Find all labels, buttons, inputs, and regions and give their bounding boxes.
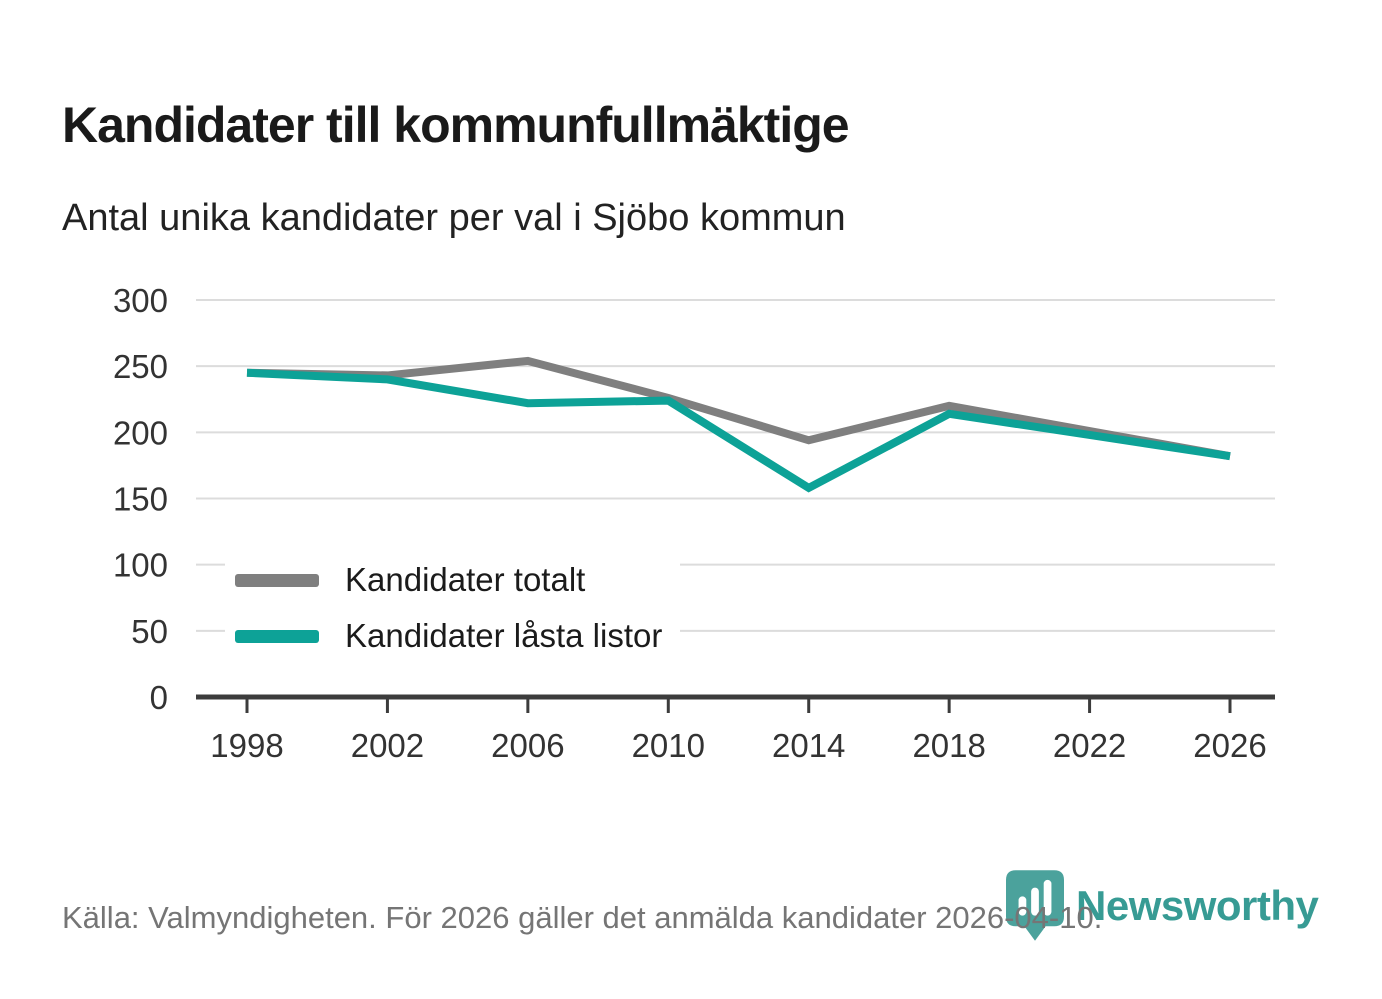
page-title: Kandidater till kommunfullmäktige xyxy=(62,96,850,153)
x-tick-label: 2018 xyxy=(912,727,985,764)
legend-label-lasta-listor: Kandidater låsta listor xyxy=(345,617,663,654)
y-tick-label: 0 xyxy=(150,679,168,716)
y-tick-label: 250 xyxy=(113,348,168,385)
x-tick-label: 2026 xyxy=(1193,727,1266,764)
bar-chart-pin-icon xyxy=(1006,870,1064,941)
x-tick-label: 2014 xyxy=(772,727,845,764)
y-tick-label: 300 xyxy=(113,282,168,319)
x-tick-label: 2022 xyxy=(1053,727,1126,764)
y-tick-label: 50 xyxy=(131,613,168,650)
series-line-totalt xyxy=(246,356,1231,461)
legend-swatch-lasta-listor xyxy=(235,629,319,643)
chart-subtitle: Antal unika kandidater per val i Sjöbo k… xyxy=(62,197,846,239)
logo-text: Newsworthy xyxy=(1076,882,1319,929)
x-tick-label: 2002 xyxy=(351,727,424,764)
series-line-lasta-listor xyxy=(246,368,1231,493)
legend-item-totalt: Kandidater totalt xyxy=(235,560,662,600)
legend-item-lasta-listor: Kandidater låsta listor xyxy=(235,616,662,656)
legend-label-totalt: Kandidater totalt xyxy=(345,561,586,598)
y-tick-label: 100 xyxy=(113,547,168,584)
chart-legend: Kandidater totalt Kandidater låsta listo… xyxy=(225,550,681,668)
legend-swatch-totalt xyxy=(235,573,319,587)
x-tick-label: 1998 xyxy=(210,727,283,764)
newsworthy-logo: Newsworthy xyxy=(1006,870,1319,942)
x-tick-label: 2006 xyxy=(491,727,564,764)
x-tick-label: 2010 xyxy=(632,727,705,764)
source-note: Källa: Valmyndigheten. För 2026 gäller d… xyxy=(62,900,1103,935)
y-tick-label: 200 xyxy=(113,414,168,451)
y-tick-label: 150 xyxy=(113,481,168,518)
